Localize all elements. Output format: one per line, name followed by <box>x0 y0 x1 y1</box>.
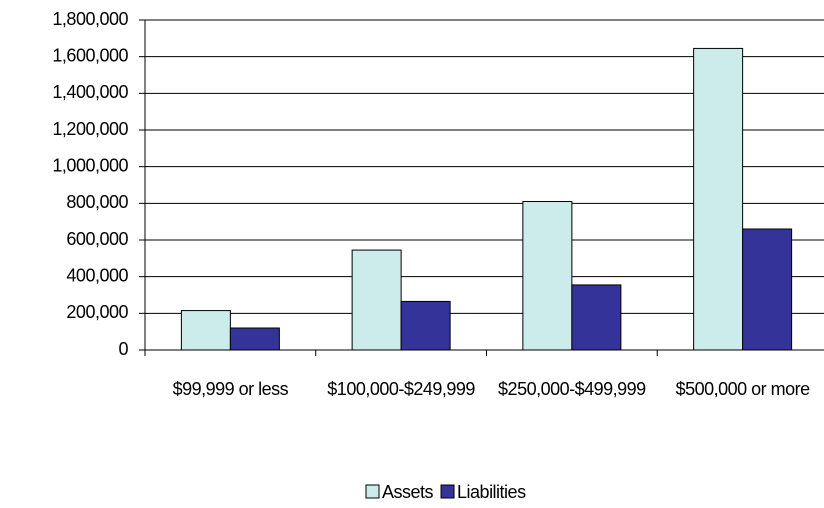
bar <box>571 284 622 351</box>
y-tick-label: 1,600,000 <box>52 45 128 65</box>
bar <box>742 228 793 351</box>
y-tick-label: 0 <box>118 339 128 359</box>
bar <box>351 249 402 351</box>
bar <box>400 300 451 351</box>
x-tick-label: $99,999 or less <box>172 379 289 399</box>
legend-label: Liabilities <box>457 482 526 502</box>
y-tick-label: 1,800,000 <box>52 9 128 29</box>
legend-swatch <box>440 484 455 499</box>
y-tick-label: 200,000 <box>66 302 128 322</box>
x-tick-label: $100,000-$249,999 <box>327 379 475 399</box>
y-tick-label: 1,000,000 <box>52 155 128 175</box>
y-tick-label: 600,000 <box>66 229 128 249</box>
y-tick-label: 1,200,000 <box>52 119 128 139</box>
y-tick-label: 1,400,000 <box>52 82 128 102</box>
bar <box>693 47 744 351</box>
bar <box>522 201 573 351</box>
y-tick-label: 800,000 <box>66 192 128 212</box>
x-tick-label: $500,000 or more <box>675 379 811 399</box>
y-tick-label: 400,000 <box>66 265 128 285</box>
x-tick-label: $250,000-$499,999 <box>498 379 646 399</box>
legend-swatch <box>365 484 380 499</box>
bar <box>180 310 231 351</box>
legend-label: Assets <box>382 482 434 502</box>
bar <box>229 327 280 351</box>
